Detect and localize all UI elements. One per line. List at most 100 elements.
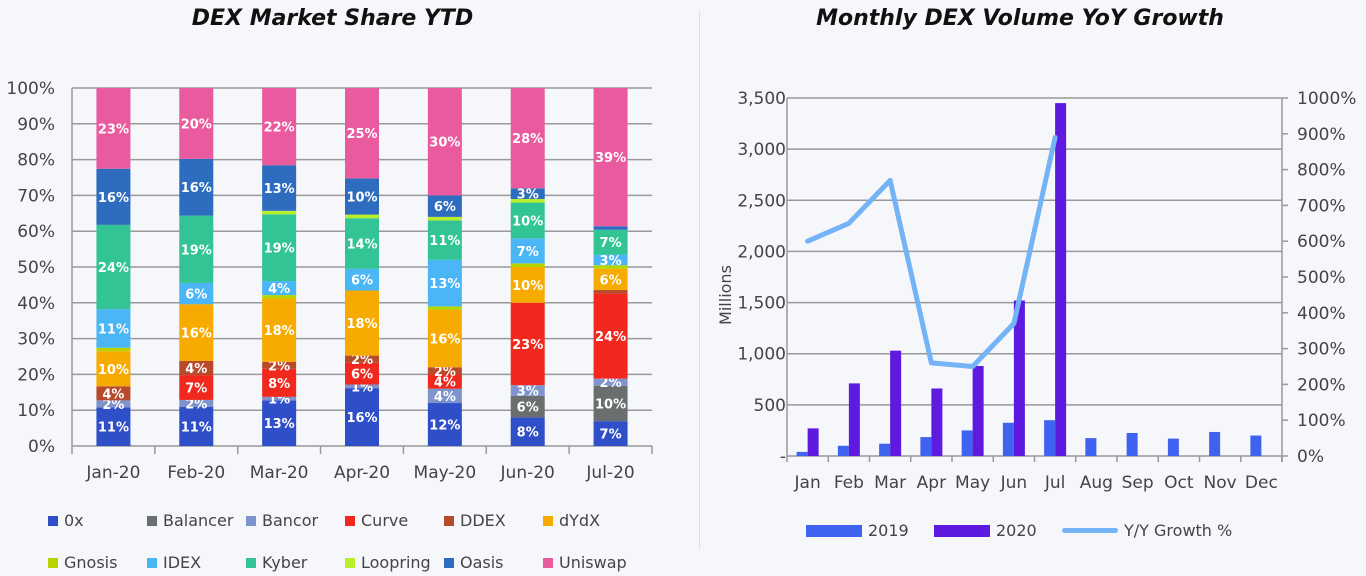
y-tick-label: - <box>780 447 786 467</box>
data-label: 16% <box>181 181 212 196</box>
bar-2019 <box>1085 438 1097 456</box>
legend-swatch <box>147 515 157 526</box>
data-label: 12% <box>429 419 460 434</box>
x-tick-label: Dec <box>1245 473 1278 493</box>
bar-2019 <box>1044 420 1056 456</box>
legend-swatch <box>48 515 58 526</box>
x-tick-label: Oct <box>1164 473 1194 493</box>
data-label: 25% <box>346 127 377 142</box>
data-label: 2% <box>268 359 290 374</box>
bar-segment-kyber <box>345 218 379 269</box>
bar-segment-oasis <box>262 165 297 211</box>
legend-swatch <box>345 515 355 526</box>
legend-swatch <box>806 524 862 537</box>
data-label: 6% <box>351 274 373 289</box>
bar-segment-dydx <box>96 351 131 387</box>
data-label: 28% <box>512 132 543 147</box>
data-label: 19% <box>264 242 295 257</box>
y-tick-label: 1,500 <box>737 294 786 314</box>
data-label: 2% <box>351 353 373 368</box>
data-label: 18% <box>346 317 377 332</box>
bar-segment-oasis <box>179 158 214 216</box>
y2-tick-label: 0% <box>1297 447 1324 467</box>
bar-2019 <box>1209 431 1221 456</box>
data-label: 6% <box>434 200 456 215</box>
data-label: 3% <box>517 188 539 203</box>
data-label: 10% <box>346 190 377 205</box>
y-tick-label: 1,000 <box>737 345 786 365</box>
data-label: 16% <box>346 411 377 426</box>
legend-swatch <box>934 524 990 537</box>
legend-item: Loopring <box>345 553 431 572</box>
legend-swatch <box>48 557 58 568</box>
x-tick-label: Jul <box>1044 473 1066 493</box>
data-label: 24% <box>98 261 129 276</box>
data-label: 2% <box>185 397 207 412</box>
data-label: 4% <box>185 362 207 377</box>
data-label: 23% <box>98 122 129 137</box>
bar-2019 <box>1126 432 1138 456</box>
bar-segment-ddex <box>96 386 131 401</box>
bar-segment-oasis <box>345 178 379 215</box>
legend-item: DDEX <box>444 511 506 530</box>
legend-label: Balancer <box>163 511 234 530</box>
bar-segment-dydx <box>510 267 545 303</box>
legend-label: 2019 <box>868 521 909 540</box>
data-label: 4% <box>434 390 456 405</box>
y-tick-label: 50% <box>17 258 55 278</box>
legend-item: IDEX <box>147 553 201 572</box>
bar-segment-uniswap <box>262 88 297 166</box>
bar-segment-bancor <box>179 399 214 408</box>
x-tick-label: Mar-20 <box>250 463 309 483</box>
data-label: 6% <box>600 273 622 288</box>
bar-segment-kyber <box>427 220 462 260</box>
y-tick-label: 90% <box>17 115 55 135</box>
bar-2020 <box>807 428 819 456</box>
legend-item: Bancor <box>246 511 318 530</box>
legend-item: Y/Y Growth % <box>1062 521 1232 540</box>
bar-segment-uniswap <box>427 88 462 196</box>
bar-2019 <box>796 451 808 456</box>
bar-2019 <box>961 430 973 456</box>
legend-item: Gnosis <box>48 553 117 572</box>
y-tick-label: 2,000 <box>737 242 786 262</box>
legend-label: Y/Y Growth % <box>1124 521 1233 540</box>
bar-2019 <box>837 445 849 456</box>
legend-swatch <box>345 557 355 568</box>
bar-2020 <box>931 388 943 456</box>
data-label: 4% <box>434 376 456 391</box>
data-label: 8% <box>268 377 290 392</box>
x-tick-label: Jun <box>1000 473 1028 493</box>
bar-segment-curve <box>179 375 214 400</box>
legend-swatch <box>543 515 553 526</box>
x-tick-label: Feb <box>834 473 864 493</box>
y-tick-label: 80% <box>17 151 55 171</box>
bar-2019 <box>879 443 891 456</box>
bar-segment-uniswap <box>593 88 628 227</box>
bar-segment-ddex <box>179 360 214 376</box>
bar-segment-bancor <box>96 400 131 408</box>
x-tick-label: Jan <box>794 473 821 493</box>
y-tick-label: 40% <box>17 294 55 314</box>
bar-segment-idex <box>593 254 628 266</box>
bar-segment-idex <box>179 282 214 305</box>
data-label: 6% <box>517 401 539 416</box>
bar-2020 <box>848 383 860 456</box>
x-tick-label: Sep <box>1122 473 1154 493</box>
data-label: 13% <box>264 417 295 432</box>
legend-label: Uniswap <box>559 553 627 572</box>
legend-swatch <box>444 557 454 568</box>
data-label: 8% <box>517 426 539 441</box>
bar-segment-loopring <box>510 198 545 203</box>
y2-tick-label: 100% <box>1297 411 1346 431</box>
x-tick-label: Jun-20 <box>500 463 555 483</box>
bar-2019 <box>1250 435 1262 456</box>
data-label: 13% <box>264 182 295 197</box>
data-label: 11% <box>98 421 129 436</box>
bar-segment-idex <box>345 268 379 291</box>
data-label: 4% <box>102 387 124 402</box>
data-label: 20% <box>181 117 212 132</box>
data-label: 10% <box>595 397 626 412</box>
legend-item: Curve <box>345 511 408 530</box>
legend-swatch <box>246 557 256 568</box>
